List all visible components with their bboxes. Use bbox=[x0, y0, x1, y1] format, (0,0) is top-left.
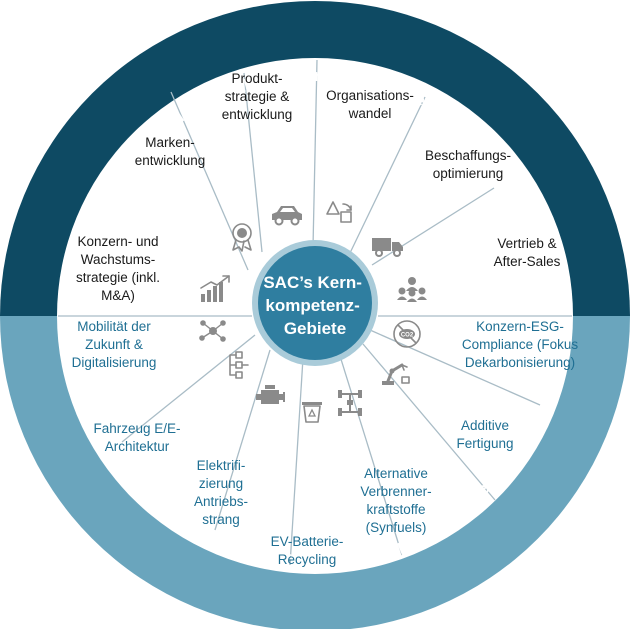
segment-label-line: entwicklung bbox=[135, 153, 206, 168]
segment-label-line: After-Sales bbox=[494, 254, 561, 269]
segment-label-line: Vertrieb & bbox=[497, 236, 556, 251]
shapes-change-icon bbox=[326, 201, 352, 223]
people-group-icon bbox=[397, 277, 427, 302]
segment-label-line: Fahrzeug E/E- bbox=[93, 421, 180, 436]
segment-label-line: Compliance (Fokus bbox=[462, 337, 579, 352]
segment-label-line: Dekarbonisierung) bbox=[465, 355, 575, 370]
segment-label-line: M&A) bbox=[101, 288, 135, 303]
segment-divider bbox=[312, 59, 318, 248]
segment-divider bbox=[371, 187, 495, 266]
segment-label-produktstrategie: Produkt-strategie & entwicklung bbox=[222, 71, 293, 122]
segment-divider bbox=[339, 355, 403, 556]
center-line-1: SAC’s Kern- bbox=[263, 273, 362, 292]
center-line-3: Gebiete bbox=[284, 319, 346, 338]
segment-label-line: Zukunft & bbox=[85, 337, 143, 352]
segment-divider bbox=[349, 96, 426, 254]
robot-arm-icon bbox=[382, 363, 410, 385]
segment-label-line: zierung bbox=[199, 476, 243, 491]
segment-label-vertrieb: Vertrieb & After-Sales bbox=[494, 236, 561, 269]
truck-icon bbox=[372, 238, 403, 257]
segment-label-line: strategie (inkl. bbox=[76, 270, 160, 285]
co2-icon: CO2 bbox=[393, 320, 421, 348]
center-title: SAC’s Kern- kompetenz- Gebiete bbox=[263, 273, 366, 338]
segment-label-line: Verbrenner- bbox=[360, 484, 431, 499]
segment-label-synfuels: Alternative Verbrenner-kraftstoffe (Synfue… bbox=[360, 466, 431, 535]
growth-chart-icon bbox=[200, 275, 230, 302]
segment-divider bbox=[369, 329, 541, 406]
segment-label-organisationswandel: Organisations-wandel bbox=[326, 88, 414, 121]
segment-label-line: Additive bbox=[461, 418, 509, 433]
award-badge-icon bbox=[232, 223, 252, 252]
segment-label-line: wandel bbox=[348, 106, 392, 121]
segment-divider bbox=[289, 357, 304, 566]
segment-label-line: Beschaffungs- bbox=[425, 148, 511, 163]
engine-icon bbox=[256, 385, 285, 404]
segment-label-line: strategie & bbox=[225, 89, 290, 104]
segment-label-line: Organisations- bbox=[326, 88, 414, 103]
segment-divider bbox=[214, 349, 271, 531]
center-circle bbox=[258, 246, 372, 360]
segment-label-line: kraftstoffe bbox=[366, 502, 425, 517]
segment-label-line: Marken- bbox=[145, 135, 195, 150]
segment-label-line: Recycling bbox=[278, 552, 337, 567]
segment-label-line: Alternative bbox=[364, 466, 428, 481]
segment-label-line: strang bbox=[202, 512, 240, 527]
segment-label-ee-architektur: Fahrzeug E/E- Architektur bbox=[93, 421, 180, 454]
car-icon bbox=[272, 206, 302, 226]
segment-label-line: (Synfuels) bbox=[366, 520, 427, 535]
segment-label-esg: Konzern-ESG- Compliance (Fokus Dekarbonisi… bbox=[462, 319, 579, 370]
segment-labels: Konzern- und Wachstums-strategie (inkl. M&… bbox=[72, 71, 579, 567]
segment-label-line: Digitalisierung bbox=[72, 355, 157, 370]
segment-label-line: Konzern-ESG- bbox=[476, 319, 564, 334]
segment-divider bbox=[121, 334, 256, 443]
segment-divider bbox=[362, 343, 496, 501]
segment-label-line: EV-Batterie- bbox=[271, 534, 344, 549]
segment-label-line: entwicklung bbox=[222, 107, 293, 122]
segment-label-line: Produkt- bbox=[231, 71, 282, 86]
segment-label-line: Konzern- und bbox=[77, 234, 158, 249]
segment-label-markenentwicklung: Marken-entwicklung bbox=[135, 135, 206, 168]
segment-label-line: optimierung bbox=[433, 166, 504, 181]
drivetrain-icon bbox=[338, 390, 362, 416]
segment-label-mobilitaet: Mobilität der Zukunft & Digitalisierung bbox=[72, 319, 157, 370]
segment-icons: CO2 bbox=[199, 201, 427, 423]
segment-label-line: Wachstums- bbox=[81, 252, 156, 267]
segment-label-additive: Additive Fertigung bbox=[456, 418, 513, 451]
segment-label-line: Fertigung bbox=[456, 436, 513, 451]
segment-label-line: Mobilität der bbox=[77, 319, 151, 334]
segment-label-beschaffung: Beschaffungs-optimierung bbox=[425, 148, 511, 181]
segment-label-elektrifizierung: Elektrifi-zierung Antriebs-strang bbox=[194, 458, 248, 527]
segment-label-batterie: EV-Batterie- Recycling bbox=[271, 534, 344, 567]
center-line-2: kompetenz- bbox=[265, 296, 359, 315]
segment-label-line: Antriebs- bbox=[194, 494, 248, 509]
svg-text:CO2: CO2 bbox=[401, 333, 414, 339]
segment-label-konzern-strategie: Konzern- und Wachstums-strategie (inkl. M&… bbox=[76, 234, 160, 303]
segment-divider bbox=[243, 72, 263, 253]
circuit-icon bbox=[229, 351, 249, 379]
recycle-bin-icon bbox=[302, 402, 322, 423]
segment-label-line: Architektur bbox=[105, 439, 170, 454]
segment-label-line: Elektrifi- bbox=[197, 458, 246, 473]
network-icon bbox=[199, 320, 226, 342]
